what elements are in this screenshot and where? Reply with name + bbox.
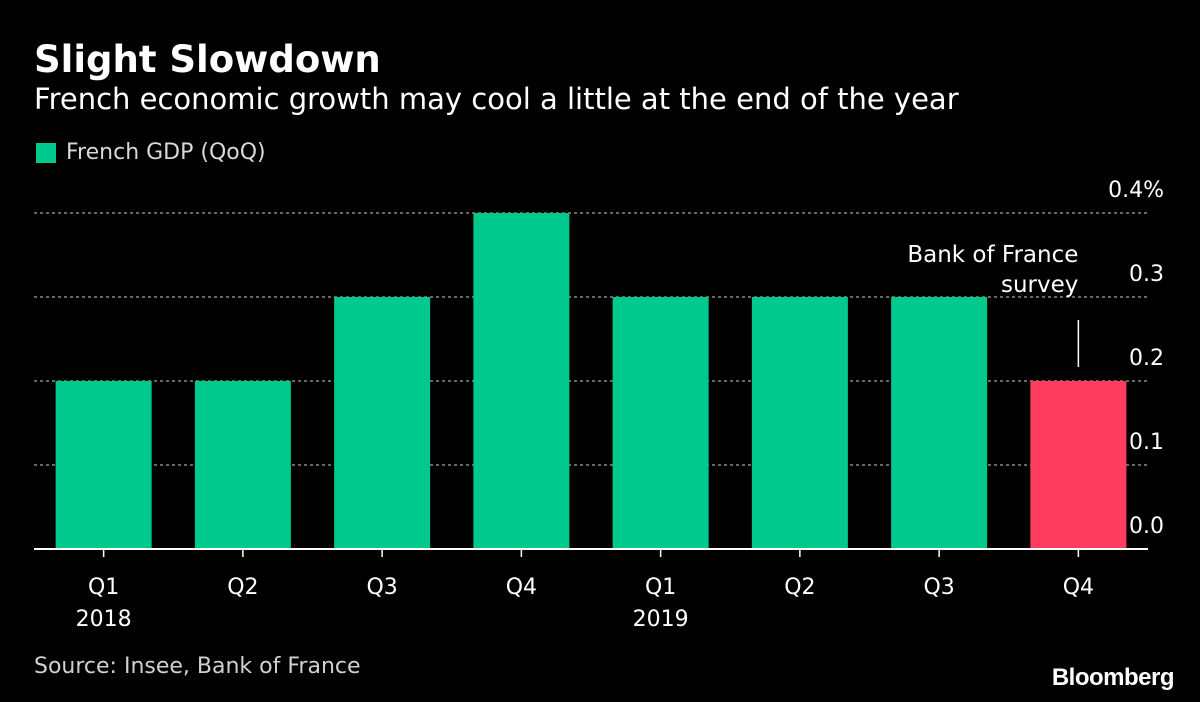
x-tick-label: Q2 — [784, 575, 815, 600]
annotation-line-2: survey — [1001, 272, 1078, 298]
x-tick-label: Q1 — [645, 575, 676, 600]
y-tick-label: 0.0 — [1129, 514, 1164, 539]
x-year-label: 2019 — [633, 607, 689, 632]
bars — [55, 213, 1127, 549]
bar — [473, 213, 570, 549]
legend-swatch — [36, 142, 56, 163]
bar — [1030, 381, 1127, 549]
x-year-label: 2018 — [76, 607, 132, 632]
chart-title: Slight Slowdown — [34, 38, 381, 81]
x-tick-label: Q3 — [923, 575, 954, 600]
x-tick-label: Q2 — [227, 575, 258, 600]
bar — [612, 297, 709, 549]
bar — [751, 297, 848, 549]
y-tick-label: 0.4% — [1108, 178, 1164, 203]
x-tick-label: Q4 — [1063, 575, 1094, 600]
chart-subtitle: French economic growth may cool a little… — [34, 82, 959, 116]
y-tick-label: 0.2 — [1129, 346, 1164, 371]
source-note: Source: Insee, Bank of France — [34, 654, 361, 679]
annotation-line-1: Bank of France — [907, 242, 1078, 268]
x-tick-label: Q1 — [88, 575, 119, 600]
bar — [334, 297, 431, 549]
x-tick-label: Q3 — [366, 575, 397, 600]
bar — [194, 381, 291, 549]
labels: 0.0 0.1 0.2 0.3 0.4% Q1 2018 Q2 Q3 Q4 Q1 2019 Q2 Q3 Q4… — [76, 178, 1164, 632]
bar — [55, 381, 152, 549]
y-tick-label: 0.1 — [1129, 430, 1164, 455]
bloomberg-logo: Bloomberg — [1051, 664, 1175, 691]
legend: French GDP (QoQ) — [36, 140, 266, 165]
axes — [34, 548, 1148, 557]
y-tick-label: 0.3 — [1129, 262, 1164, 287]
legend-label: French GDP (QoQ) — [66, 140, 266, 165]
x-tick-label: Q4 — [506, 575, 537, 600]
bar — [891, 297, 988, 549]
